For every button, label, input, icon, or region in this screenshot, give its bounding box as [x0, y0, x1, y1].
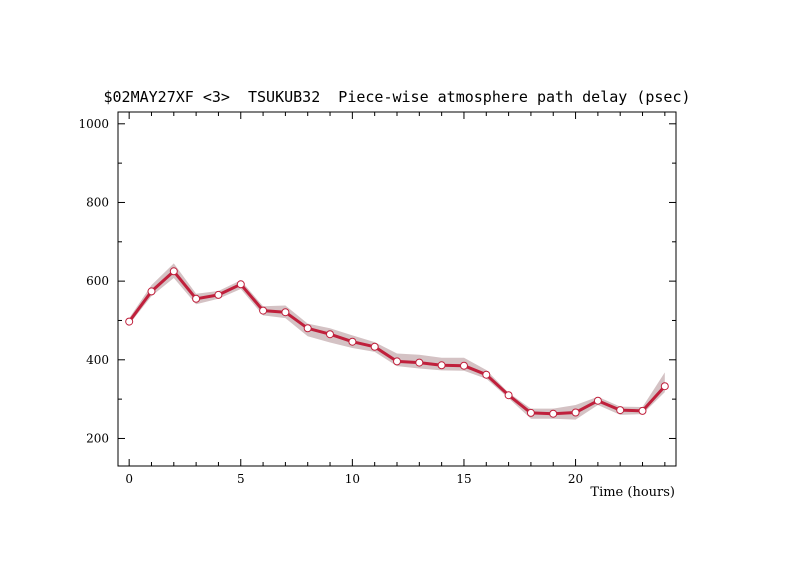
- data-point: [616, 406, 625, 415]
- data-point: [415, 358, 424, 367]
- data-point: [526, 408, 535, 417]
- data-point: [460, 361, 468, 370]
- data-point: [214, 290, 223, 299]
- x-axis-label: Time (hours): [590, 485, 675, 500]
- data-point: [549, 409, 558, 418]
- data-point: [125, 317, 134, 326]
- uncertainty-band: [129, 263, 665, 420]
- data-point: [147, 287, 156, 296]
- y-tick-label: 600: [86, 274, 109, 288]
- y-tick-label: 800: [86, 195, 109, 209]
- data-point: [660, 382, 669, 391]
- data-point: [281, 308, 290, 317]
- confidence-band: [129, 263, 665, 420]
- y-tick-label: 400: [86, 353, 109, 367]
- x-tick-label: 5: [237, 472, 245, 486]
- x-tick-label: 0: [125, 472, 133, 486]
- x-tick-label: 15: [456, 472, 471, 486]
- data-point: [504, 391, 513, 400]
- data-point: [303, 324, 312, 333]
- data-point: [169, 267, 178, 276]
- y-tick-label: 200: [86, 431, 109, 445]
- data-point: [593, 396, 602, 405]
- data-point: [259, 306, 268, 315]
- data-point: [348, 337, 357, 346]
- data-point: [370, 342, 379, 351]
- y-tick-label: 1000: [78, 117, 109, 131]
- data-point: [236, 280, 245, 289]
- axes: 0 5 10 15 20 200 400 600 800 1000: [78, 111, 677, 486]
- data-points: [125, 267, 669, 418]
- x-tick-label: 10: [345, 472, 360, 486]
- data-point: [326, 330, 334, 339]
- x-tick-label: 20: [568, 472, 583, 486]
- data-point: [393, 357, 401, 366]
- data-point: [571, 408, 580, 417]
- data-point: [482, 370, 491, 379]
- data-point: [192, 294, 201, 303]
- data-point: [638, 406, 647, 415]
- plot-frame: [117, 111, 677, 467]
- chart-title: $02MAY27XF <3> TSUKUB32 Piece-wise atmos…: [104, 88, 691, 106]
- data-point: [437, 361, 446, 370]
